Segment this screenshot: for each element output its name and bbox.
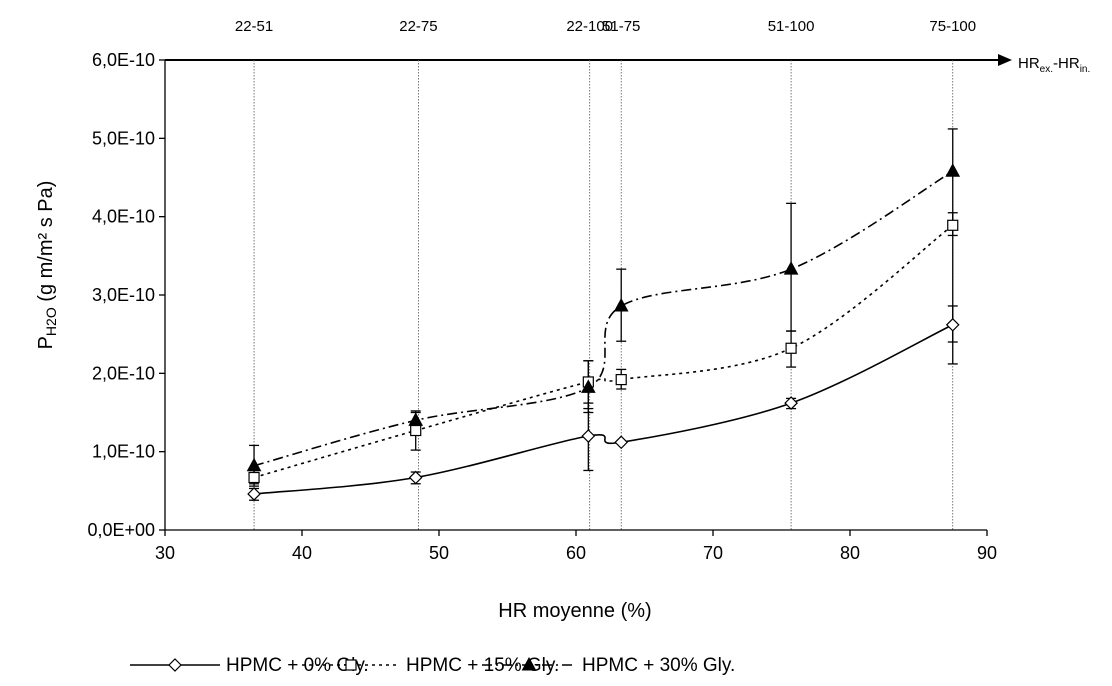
triangle-marker (246, 457, 262, 472)
top-axis-title: HRex.-HRin. (1018, 55, 1090, 75)
x-tick-label: 30 (155, 543, 175, 563)
series-layer (253, 170, 954, 495)
series-line (253, 170, 954, 467)
legend: HPMC + 0% Gly. HPMC + 15% Gly. HPMC + 30% … (130, 655, 735, 676)
x-tick-label: 50 (429, 543, 449, 563)
axis-ticks: 0,0E+00 1,0E-10 2,0E-10 3,0E-10 4,0E-10 5,0E-… (87, 50, 997, 563)
diamond-marker (168, 658, 182, 672)
diamond-marker (614, 435, 629, 450)
top-axis-arrowhead (998, 54, 1012, 66)
x-tick-label: 60 (566, 543, 586, 563)
x-tick-label: 70 (703, 543, 723, 563)
y-tick-label: 2,0E-10 (92, 363, 155, 383)
x-tick-label: 40 (292, 543, 312, 563)
condition-label: 22-100 (566, 18, 613, 35)
diamond-marker (581, 429, 596, 443)
diamond-marker (247, 487, 261, 501)
triangle-marker (613, 297, 629, 312)
condition-label: 22-75 (399, 18, 437, 35)
triangle-marker (521, 656, 537, 671)
square-marker (947, 219, 959, 231)
x-tick-label: 80 (840, 543, 860, 563)
triangle-marker (945, 163, 961, 177)
square-marker (345, 659, 357, 671)
triangle-marker (408, 412, 424, 426)
triangle-marker (580, 379, 596, 393)
y-tick-label: 3,0E-10 (92, 285, 155, 305)
x-tick-label: 90 (977, 543, 997, 563)
condition-label: 51-100 (768, 18, 815, 35)
condition-label: 22-51 (235, 18, 273, 35)
data-points (246, 163, 961, 501)
triangle-marker (783, 261, 799, 275)
diamond-marker (408, 470, 423, 485)
y-tick-label: 1,0E-10 (92, 442, 155, 462)
y-tick-label: 6,0E-10 (92, 50, 155, 70)
square-marker (410, 424, 422, 437)
x-axis-title: HR moyenne (%) (498, 600, 651, 622)
condition-label: 75-100 (929, 18, 976, 35)
square-marker (785, 342, 797, 354)
y-tick-label: 4,0E-10 (92, 207, 155, 227)
square-marker (248, 471, 260, 484)
y-tick-label: 5,0E-10 (92, 128, 155, 148)
diamond-marker (784, 396, 798, 410)
legend-label: HPMC + 30% Gly. (582, 655, 735, 676)
legend-label: HPMC + 0% Gly. (226, 655, 369, 676)
series-line (253, 324, 954, 495)
y-tick-label: 0,0E+00 (87, 520, 155, 540)
diamond-marker (945, 317, 960, 332)
y-axis-title: PH2O (g m/m² s Pa) (35, 181, 59, 350)
square-marker (615, 374, 627, 386)
series-line (253, 224, 954, 479)
condition-label: 51-75 (602, 18, 640, 35)
error-bars (249, 128, 958, 501)
